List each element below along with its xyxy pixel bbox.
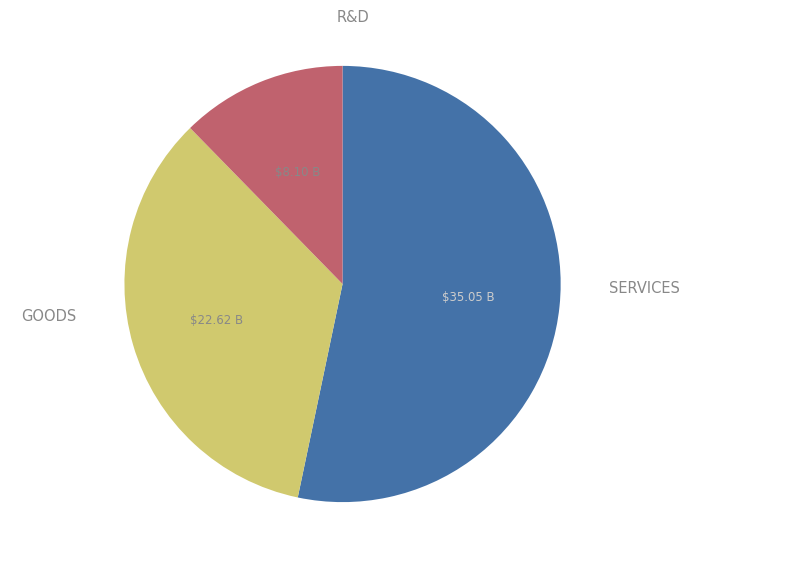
Text: GOODS: GOODS — [21, 309, 77, 324]
Text: $22.62 B: $22.62 B — [190, 314, 243, 327]
Wedge shape — [124, 128, 343, 498]
Wedge shape — [190, 66, 343, 284]
Wedge shape — [297, 66, 561, 502]
Text: SERVICES: SERVICES — [609, 281, 679, 296]
Text: R&D: R&D — [337, 10, 370, 26]
Text: $35.05 B: $35.05 B — [442, 291, 495, 303]
Text: $8.10 B: $8.10 B — [275, 166, 320, 179]
